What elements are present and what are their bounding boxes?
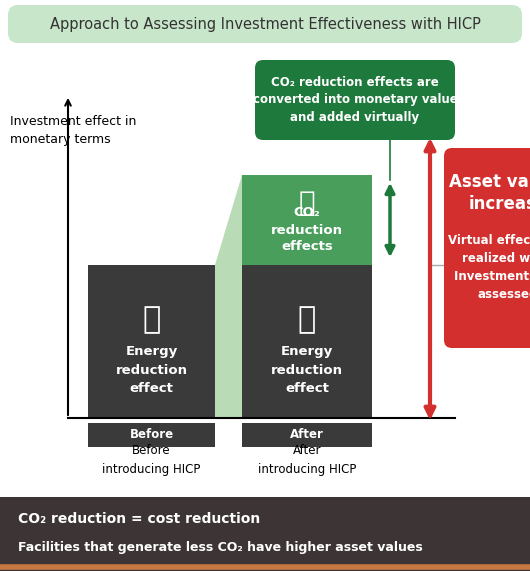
Text: Before: Before	[129, 428, 173, 441]
Text: CO₂ reduction effects are
converted into monetary value
and added virtually: CO₂ reduction effects are converted into…	[253, 75, 457, 124]
Text: 💡: 💡	[298, 305, 316, 335]
Polygon shape	[215, 175, 242, 418]
Text: Before
introducing HICP: Before introducing HICP	[102, 444, 201, 476]
Text: Investment effect in
monetary terms: Investment effect in monetary terms	[10, 115, 136, 146]
Text: Energy
reduction
effect: Energy reduction effect	[116, 345, 188, 395]
FancyBboxPatch shape	[444, 148, 530, 348]
Text: CO₂ reduction = cost reduction: CO₂ reduction = cost reduction	[18, 512, 260, 526]
Text: After
introducing HICP: After introducing HICP	[258, 444, 356, 476]
Text: Facilities that generate less CO₂ have higher asset values: Facilities that generate less CO₂ have h…	[18, 541, 423, 553]
Text: 🏭: 🏭	[299, 189, 315, 217]
Text: Approach to Assessing Investment Effectiveness with HICP: Approach to Assessing Investment Effecti…	[50, 17, 480, 31]
Text: Energy
reduction
effect: Energy reduction effect	[271, 345, 343, 395]
Bar	[242, 175, 372, 265]
Bar	[0, 497, 530, 571]
Text: CO₂
reduction
effects: CO₂ reduction effects	[271, 207, 343, 254]
FancyBboxPatch shape	[8, 5, 522, 43]
Text: 💡: 💡	[143, 305, 161, 335]
Bar	[242, 423, 372, 447]
FancyBboxPatch shape	[255, 60, 455, 140]
Text: Virtual effects are
realized when
Investments are
assessed: Virtual effects are realized when Invest…	[447, 235, 530, 301]
Text: Asset values
increase: Asset values increase	[449, 173, 530, 213]
Bar	[88, 423, 215, 447]
Bar	[242, 265, 372, 418]
Bar	[88, 265, 215, 418]
Text: After: After	[290, 428, 324, 441]
